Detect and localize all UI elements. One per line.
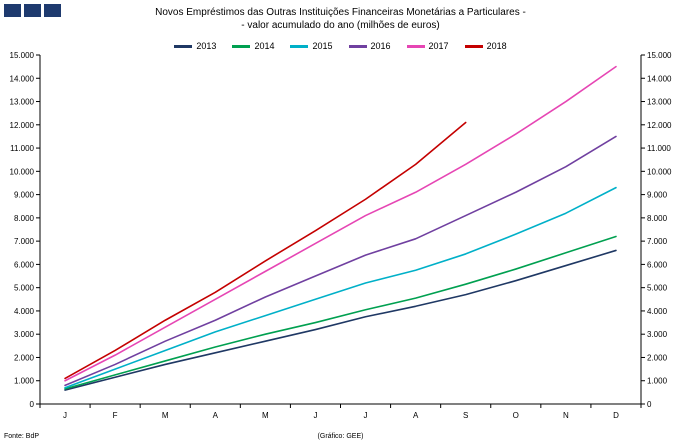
svg-text:12.000: 12.000 <box>10 121 35 130</box>
svg-text:M: M <box>162 411 169 420</box>
chart-legend: 2013 2014 2015 2016 2017 2018 <box>0 41 681 51</box>
logo-square <box>4 4 21 17</box>
svg-text:13.000: 13.000 <box>10 98 35 107</box>
svg-text:O: O <box>513 411 519 420</box>
legend-item-2015: 2015 <box>290 41 333 51</box>
svg-text:2.000: 2.000 <box>647 353 668 362</box>
svg-text:5.000: 5.000 <box>14 284 35 293</box>
svg-text:11.000: 11.000 <box>10 144 34 153</box>
svg-text:7.000: 7.000 <box>14 237 35 246</box>
legend-item-2018: 2018 <box>464 41 507 51</box>
svg-text:J: J <box>364 411 368 420</box>
legend-label: 2018 <box>486 41 507 51</box>
legend-item-2013: 2013 <box>174 41 216 51</box>
svg-text:S: S <box>463 411 468 420</box>
svg-text:8.000: 8.000 <box>14 214 35 223</box>
svg-text:14.000: 14.000 <box>647 74 672 83</box>
legend-swatch <box>290 44 309 48</box>
legend-swatch <box>174 44 193 48</box>
svg-text:J: J <box>63 411 67 420</box>
svg-text:4.000: 4.000 <box>647 307 668 316</box>
svg-text:7.000: 7.000 <box>647 237 668 246</box>
logo-square <box>24 4 41 17</box>
svg-text:F: F <box>113 411 118 420</box>
svg-text:1.000: 1.000 <box>647 377 668 386</box>
legend-label: 2017 <box>428 41 449 51</box>
legend-swatch <box>232 44 251 48</box>
legend-item-2016: 2016 <box>348 41 391 51</box>
svg-text:9.000: 9.000 <box>647 191 668 200</box>
svg-text:13.000: 13.000 <box>647 98 672 107</box>
svg-text:6.000: 6.000 <box>647 260 668 269</box>
svg-text:1.000: 1.000 <box>14 377 35 386</box>
svg-text:A: A <box>213 411 219 420</box>
svg-text:0: 0 <box>647 400 652 409</box>
source-note: Fonte: BdP <box>4 433 40 440</box>
svg-text:6.000: 6.000 <box>14 260 35 269</box>
svg-text:10.000: 10.000 <box>647 167 672 176</box>
svg-text:14.000: 14.000 <box>10 74 35 83</box>
chart-title: Novos Empréstimos das Outras Instituiçõe… <box>0 6 681 32</box>
legend-item-2017: 2017 <box>406 41 449 51</box>
legend-label: 2016 <box>370 41 391 51</box>
credit-note: (Gráfico: GEE) <box>317 433 364 440</box>
svg-text:M: M <box>262 411 269 420</box>
legend-swatch <box>464 44 483 48</box>
svg-text:15.000: 15.000 <box>647 51 672 60</box>
svg-text:11.000: 11.000 <box>647 144 671 153</box>
legend-swatch <box>406 44 425 48</box>
logo-square <box>44 4 61 17</box>
legend-label: 2014 <box>254 41 275 51</box>
svg-text:4.000: 4.000 <box>14 307 35 316</box>
legend-label: 2015 <box>312 41 333 51</box>
chart-title-line1: Novos Empréstimos das Outras Instituiçõe… <box>155 7 526 18</box>
svg-text:10.000: 10.000 <box>10 167 35 176</box>
svg-text:N: N <box>563 411 569 420</box>
svg-text:3.000: 3.000 <box>14 330 35 339</box>
svg-text:12.000: 12.000 <box>647 121 672 130</box>
svg-text:J: J <box>313 411 317 420</box>
svg-text:9.000: 9.000 <box>14 191 35 200</box>
legend-item-2014: 2014 <box>232 41 274 51</box>
legend-label: 2013 <box>196 41 217 51</box>
legend-swatch <box>348 44 367 48</box>
logo <box>4 4 61 17</box>
svg-text:8.000: 8.000 <box>647 214 668 223</box>
svg-text:0: 0 <box>30 400 35 409</box>
chart-title-line2: - valor acumulado do ano (milhões de eur… <box>241 20 440 31</box>
svg-text:2.000: 2.000 <box>14 353 35 362</box>
svg-text:3.000: 3.000 <box>647 330 668 339</box>
svg-text:15.000: 15.000 <box>10 51 35 60</box>
svg-text:A: A <box>413 411 419 420</box>
svg-text:5.000: 5.000 <box>647 284 668 293</box>
svg-text:D: D <box>613 411 619 420</box>
